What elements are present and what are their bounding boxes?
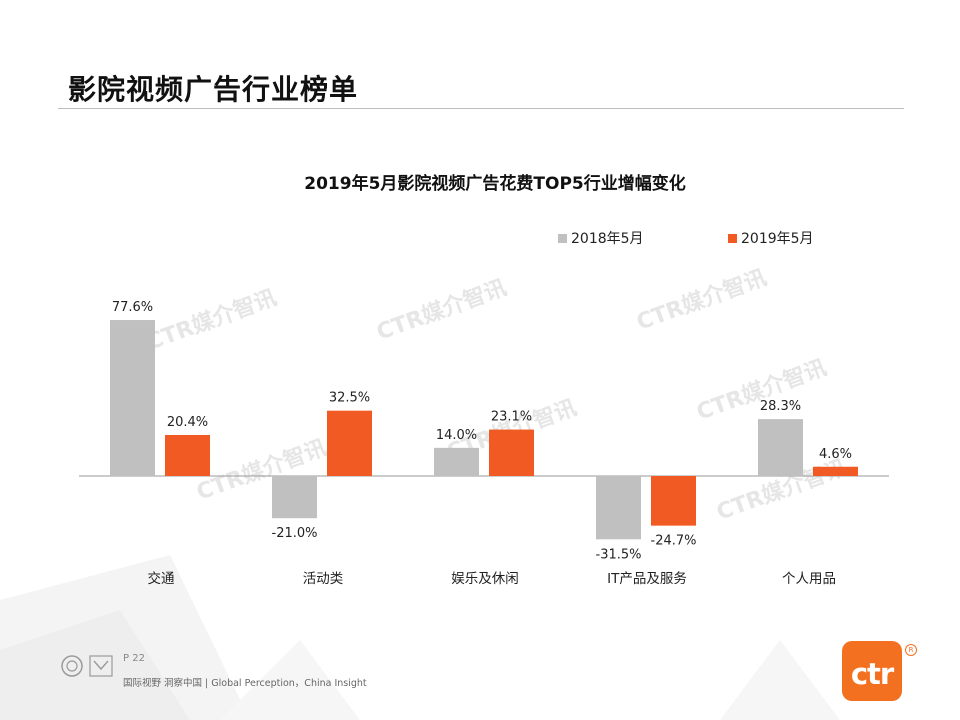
- data-label: 14.0%: [436, 428, 477, 443]
- ctr-logo: ctr: [842, 641, 902, 701]
- bar-2019-2: [489, 429, 534, 476]
- data-label: 20.4%: [167, 415, 208, 430]
- data-label: 4.6%: [819, 447, 852, 462]
- watermark-text: CTR媒介智讯: [373, 275, 510, 346]
- footer-tagline: 国际视野 洞察中国 | Global Perception，China Insi…: [123, 678, 367, 689]
- data-label: -21.0%: [272, 526, 318, 541]
- data-label: 23.1%: [491, 410, 532, 425]
- data-label: 28.3%: [760, 399, 801, 414]
- watermark-text: CTR媒介智讯: [633, 265, 770, 336]
- category-label: 活动类: [303, 571, 344, 587]
- ctr-logo-text: ctr: [850, 657, 894, 691]
- category-label: 交通: [148, 570, 175, 587]
- legend-swatch-2019: [728, 234, 737, 243]
- data-label: -31.5%: [596, 547, 642, 562]
- watermark-text: CTR媒介智讯: [693, 355, 830, 426]
- page-number: P 22: [123, 653, 145, 664]
- certification-logo: [61, 655, 113, 677]
- bar-2019-0: [165, 434, 210, 476]
- page-title-bar: 影院视频广告行业榜单: [58, 64, 904, 109]
- chart-legend: 2018年5月 2019年5月: [558, 229, 878, 249]
- data-label: 32.5%: [329, 391, 370, 406]
- bar-2018-2: [434, 447, 479, 476]
- legend-label-2019: 2019年5月: [741, 231, 814, 247]
- category-label: 娱乐及休闲: [451, 571, 519, 587]
- bar-2018-4: [758, 419, 803, 476]
- category-label: IT产品及服务: [607, 571, 687, 587]
- page-title: 影院视频广告行业榜单: [68, 73, 359, 106]
- bar-2019-3: [651, 476, 696, 526]
- watermark-text: CTR媒介智讯: [143, 285, 280, 356]
- category-label: 个人用品: [782, 571, 836, 587]
- legend-label-2018: 2018年5月: [571, 231, 644, 247]
- chart-title: 2019年5月影院视频广告花费TOP5行业增幅变化: [304, 174, 686, 194]
- bar-2018-3: [596, 476, 641, 540]
- data-label: 77.6%: [112, 300, 153, 315]
- bar-2018-1: [272, 476, 317, 519]
- legend-swatch-2018: [558, 234, 567, 243]
- bar-2019-1: [327, 410, 372, 476]
- data-label: -24.7%: [651, 534, 697, 549]
- registered-mark-icon: R: [905, 644, 917, 656]
- bar-2018-0: [110, 320, 155, 476]
- bar-2019-4: [813, 466, 858, 476]
